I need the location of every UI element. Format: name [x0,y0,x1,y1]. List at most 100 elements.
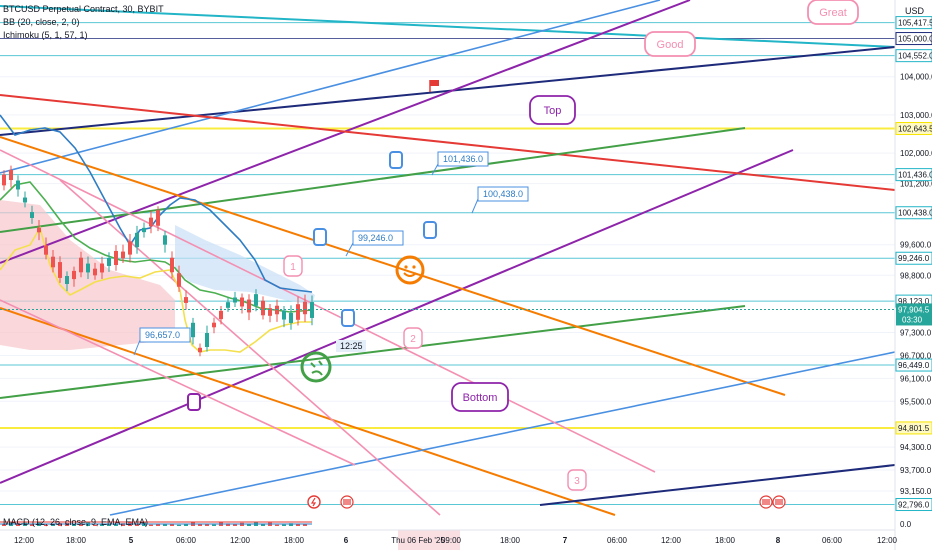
x-tick-label: 06:00 [607,536,628,545]
trend-line-green-bottom [0,305,746,399]
ichimoku-cloud-blue [175,225,315,305]
emoji-icons [187,80,786,509]
annotation-bubble[interactable] [807,0,859,25]
annotation-bubble[interactable] [529,95,576,125]
candle-body [163,235,167,245]
callout-leader [345,242,354,257]
numbered-marker[interactable] [567,469,587,491]
macd-bar [170,524,174,526]
candle-body [114,250,118,266]
trend-line-purple-bottom [0,149,794,484]
y-tick-label: 97,300.0 [900,329,932,338]
bubble-text: Bottom [463,392,498,404]
candle-body [79,257,83,273]
lightning-icon [307,495,321,509]
numbered-marker[interactable] [283,255,303,277]
symbol-title[interactable]: BTCUSD Perpetual Contract, 30, BYBIT [3,4,164,14]
y-tick-label: 96,700.0 [900,351,932,360]
candle-body [37,227,41,233]
trend-line-orange-bottom [0,307,616,516]
chart-legend: BTCUSD Perpetual Contract, 30, BYBIT BB … [3,3,164,42]
numbered-marker-text: 1 [290,262,296,273]
price-level-label: 105,000.0 [898,35,932,44]
price-level-label: 104,552.0 [898,52,932,61]
callout-box[interactable] [352,230,404,246]
price-level-badge [895,16,932,30]
candle-body [128,241,132,255]
annotation-bubble[interactable] [644,31,696,57]
candle-body [86,263,90,273]
macd-bar [156,523,160,526]
macd-pane [0,521,312,525]
x-tick-label: 7 [563,536,568,545]
x-tick-label: 6 [344,536,349,545]
callout-box[interactable] [139,327,191,343]
trend-line-orange-top [0,136,786,396]
y-tick-label: 93,150.0 [900,487,932,496]
macd-zero-label: 0.0 [900,520,912,529]
candle-body [247,299,251,313]
macd-bar [16,523,20,526]
callout-leader [431,163,439,176]
candle-body [72,270,76,280]
candle-body [16,180,20,190]
numbered-marker[interactable] [403,327,423,349]
trend-line-red [0,94,896,191]
hand-pointer-icon [187,393,201,411]
x-tick-label: 18:00 [715,536,736,545]
macd-bar [51,523,55,526]
macd-bar [261,523,265,526]
candle-body [226,302,230,308]
bb-lower-line [0,225,312,353]
price-level-label: 98,123.0 [898,297,930,306]
candle-body [51,256,55,268]
dizzy-face-icon [300,351,332,383]
macd-bar [93,524,97,526]
time-label-box [336,340,366,352]
candle-body [100,263,104,273]
candle-body [30,212,34,218]
callout-box[interactable] [437,151,489,167]
ichimoku-indicator-label[interactable]: Ichimoku (5, 1, 57, 1) [3,30,88,40]
hand-pointer-icon [313,228,327,246]
candle-body [296,304,300,320]
y-tick-label: 103,000.0 [900,111,932,120]
trend-line-pink-3 [0,299,356,466]
us-flag-icon [340,495,354,509]
callout-text: 96,657.0 [145,330,180,340]
bubble-text: Top [544,105,562,117]
current-price-badge [896,303,932,326]
macd-bar [58,523,62,526]
x-tick-label: 12:00 [877,536,898,545]
y-tick-label: 93,700.0 [900,466,932,475]
macd-bar [149,524,153,526]
macd-legend[interactable]: MACD (12, 26, close, 9, EMA, EMA) [3,517,149,527]
candle-body [261,300,265,316]
bb-middle-line [0,181,313,313]
candle-body [142,227,146,233]
time-label: 12:25 [340,341,363,351]
trend-line-cyan [0,5,896,48]
candle-body [254,294,258,306]
trend-line-navy-bottom [539,464,896,506]
macd-bar [226,523,230,526]
annotation-bubble[interactable] [451,382,509,412]
bb-indicator-label[interactable]: BB (20, close, 2, 0) [3,17,80,27]
macd-bar [282,524,286,526]
smiley-face-icon [395,255,425,285]
candle-body [310,302,314,318]
macd-bar [79,524,83,526]
macd-bar [114,524,118,526]
macd-bar [107,524,111,526]
us-flag-icon [772,495,786,509]
candle-body [240,297,244,307]
candle-body [2,174,6,186]
y-tick-label: 102,000.0 [900,149,932,158]
macd-bar [289,523,293,526]
candle-body [219,310,223,320]
price-level-label: 102,643.5 [898,125,932,134]
callout-box[interactable] [477,186,529,202]
candle-body [23,197,27,203]
